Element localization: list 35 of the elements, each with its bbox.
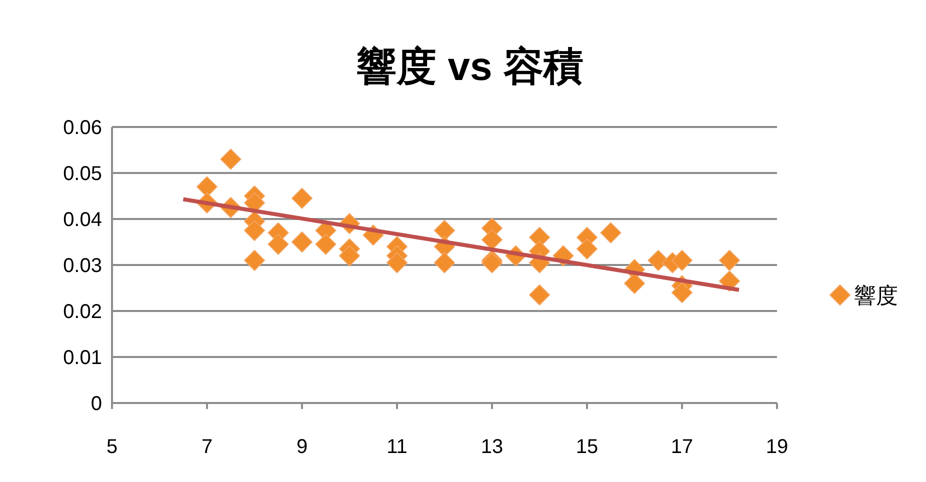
- point: [624, 272, 645, 294]
- point: [339, 245, 360, 266]
- point: [386, 252, 408, 274]
- x-tick-label: 5: [106, 436, 118, 458]
- point: [244, 220, 265, 241]
- x-tick-label: 15: [576, 436, 598, 458]
- y-tick-label: 0: [90, 393, 102, 415]
- y-tick-label: 0.04: [63, 209, 102, 231]
- point: [719, 250, 740, 271]
- y-tick-label: 0.01: [63, 347, 102, 369]
- point: [268, 234, 289, 255]
- x-tick-label: 17: [670, 436, 694, 458]
- point: [292, 232, 312, 252]
- y-tick-label: 0.06: [63, 117, 102, 139]
- y-tick-label: 0.03: [63, 255, 102, 277]
- point: [220, 148, 242, 170]
- point: [529, 284, 550, 306]
- x-tick-label: 9: [296, 436, 308, 458]
- legend-label: 響度: [854, 283, 898, 308]
- point: [434, 220, 455, 241]
- x-tick-label: 7: [201, 436, 213, 458]
- point: [672, 250, 692, 271]
- point: [244, 250, 265, 271]
- chart-title: 響度 vs 容積: [356, 45, 584, 89]
- point: [292, 188, 312, 209]
- point: [315, 234, 336, 255]
- x-tick-label: 13: [480, 436, 504, 458]
- point: [434, 252, 455, 274]
- point: [576, 238, 598, 260]
- x-tick-label: 11: [386, 436, 408, 458]
- point: [600, 222, 622, 244]
- y-tick-label: 0.02: [63, 301, 102, 323]
- x-tick-label: 19: [766, 436, 788, 458]
- point: [672, 282, 692, 304]
- y-tick-label: 0.05: [63, 163, 102, 185]
